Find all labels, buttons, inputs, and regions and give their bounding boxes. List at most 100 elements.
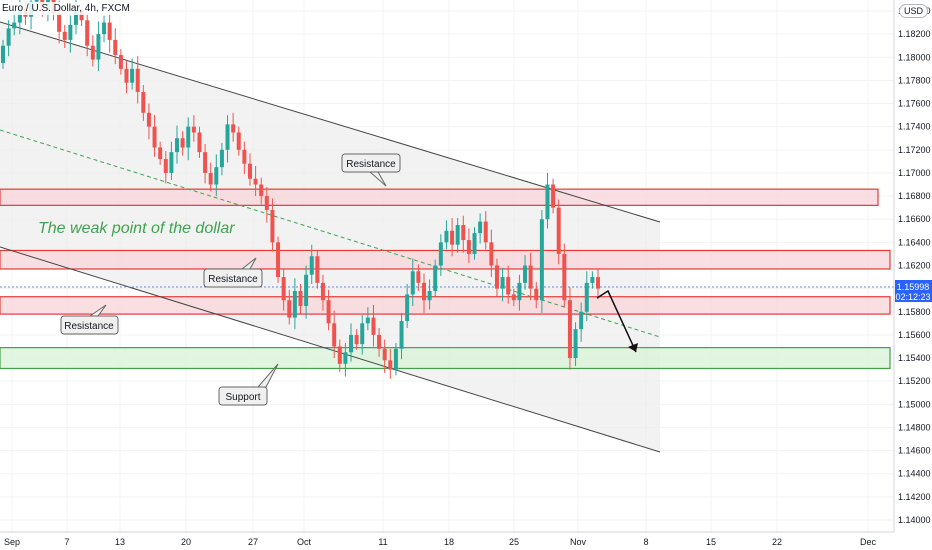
candle-body [551, 184, 556, 208]
currency-selector[interactable]: USD [899, 4, 929, 18]
x-tick-label: Nov [570, 537, 587, 547]
x-tick-label: 27 [248, 537, 258, 547]
candle-body [315, 256, 320, 283]
callout-resistance-left: Resistance [60, 304, 119, 335]
candle-body [461, 225, 466, 241]
candle-body [68, 24, 73, 40]
candle-body [264, 196, 269, 210]
candle-body [180, 138, 185, 148]
candle-body [79, 11, 84, 21]
candle-body [573, 329, 578, 359]
candle-body [253, 178, 258, 185]
candle-body [90, 45, 95, 60]
candle-body [556, 207, 561, 254]
candle-body [169, 152, 174, 173]
time-axis: Sep 7 13 20 27 Oct 11 18 25 Nov 8 15 22 Dec [4, 537, 877, 547]
resistance-zone [0, 296, 891, 315]
y-tick-label: 1.14200 [898, 492, 931, 502]
candle-body [489, 242, 494, 266]
candle-body [472, 233, 477, 254]
x-tick-label: 8 [643, 537, 648, 547]
bar-countdown: 02:12:23 [895, 292, 930, 302]
y-tick-label: 1.15600 [898, 330, 931, 340]
candle-body [596, 277, 600, 289]
candle-body [399, 321, 404, 349]
last-price-tag: 1.15998 02:12:23 [895, 280, 932, 302]
candle-body [236, 132, 241, 150]
candle-body [450, 230, 455, 245]
x-tick-label: 22 [772, 537, 782, 547]
candle-body [410, 271, 415, 295]
descending-channel [0, 22, 660, 452]
candle-body [102, 22, 107, 35]
candle-body [96, 34, 101, 60]
channel-lower-line [0, 246, 661, 453]
candle-body [534, 288, 539, 301]
candle-body [304, 274, 309, 306]
x-tick-label: Dec [860, 537, 877, 547]
candle-body [247, 163, 252, 179]
candle-body [523, 265, 528, 283]
y-tick-label: 1.15200 [898, 376, 931, 386]
candle-body [298, 290, 303, 306]
candle-body [579, 311, 584, 330]
callout-label: Support [225, 392, 260, 403]
candle-body [506, 277, 511, 295]
support-zone [0, 347, 891, 370]
projection-arrow [596, 289, 637, 353]
y-tick-label: 1.18200 [898, 29, 931, 39]
candle-body [500, 277, 505, 289]
candle-body [360, 323, 365, 345]
candle-body [590, 277, 595, 283]
callout-support: Support [218, 363, 279, 406]
candle-body [197, 132, 202, 153]
candle-body [124, 68, 129, 83]
y-tick-label: 1.16400 [898, 237, 931, 247]
candle-body [73, 11, 78, 25]
candle-body [219, 149, 224, 168]
y-tick-label: 1.18000 [898, 52, 931, 62]
candle-body [545, 184, 550, 220]
candle-body [130, 68, 135, 83]
candle-body [444, 230, 449, 243]
callout-resistance-middle: Resistance [203, 257, 263, 288]
candle-body [6, 28, 11, 46]
y-tick-label: 1.17200 [898, 145, 931, 155]
y-tick-label: 1.16600 [898, 214, 931, 224]
candle-body [152, 126, 157, 148]
candle-body [405, 294, 410, 322]
candle-body [421, 282, 426, 301]
channel-upper-line [0, 21, 661, 223]
candles [1, 0, 600, 379]
candle-body [466, 240, 471, 254]
candle-body [214, 167, 219, 185]
candle-body [494, 265, 499, 289]
candle-body [388, 360, 393, 370]
candle-body [1, 45, 5, 64]
candle-body [326, 300, 331, 324]
candle-body [584, 282, 589, 312]
candle-body [287, 300, 292, 318]
candle-body [562, 253, 567, 301]
candle-body [113, 39, 118, 55]
y-tick-label: 1.17000 [898, 168, 931, 178]
y-tick-label: 1.14800 [898, 422, 931, 432]
x-tick-label: 11 [378, 537, 387, 547]
candle-body [270, 209, 275, 243]
candle-body [175, 138, 180, 153]
candle-body [455, 225, 460, 245]
candle-body [517, 282, 522, 301]
x-tick-label: 25 [509, 537, 519, 547]
y-tick-label: 1.14000 [898, 515, 931, 525]
callout-label: Resistance [208, 274, 258, 285]
candle-body [141, 91, 146, 113]
candle-body [511, 294, 516, 301]
candle-body [438, 242, 443, 266]
x-tick-label: 15 [706, 537, 716, 547]
candle-body [478, 221, 483, 234]
headline-annotation: The weak point of the dollar [38, 220, 235, 237]
y-tick-label: 1.15000 [898, 399, 931, 409]
candle-body [354, 334, 359, 345]
candle-body [158, 147, 163, 160]
candle-body [17, 8, 22, 23]
